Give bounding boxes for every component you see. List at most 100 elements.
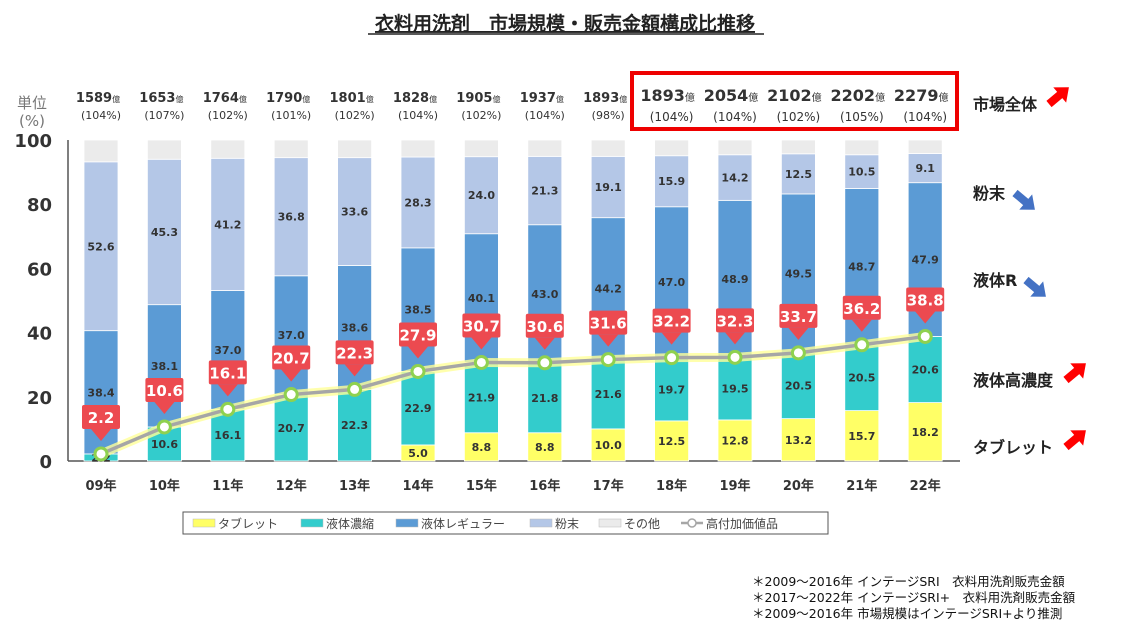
line-callout-box	[779, 303, 818, 328]
bar-segment	[463, 139, 499, 158]
bar-value-label: 12.5	[785, 168, 812, 181]
legend-swatch	[192, 518, 216, 528]
bar-value-label: 8.8	[472, 441, 492, 454]
line-point	[283, 387, 299, 403]
bar-value-label: 24.0	[468, 189, 495, 202]
market-growth-label: (107%)	[144, 109, 184, 122]
bar-segment	[654, 357, 689, 422]
line-value-label: 32.3	[716, 312, 753, 330]
x-tick-label: 14年	[402, 478, 433, 494]
bar-segment	[337, 389, 373, 462]
bar-value-label: 20.6	[912, 364, 939, 377]
line-callout-arrow	[154, 401, 175, 414]
trend-label: 粉末	[973, 184, 1006, 203]
line-value-label: 36.2	[843, 300, 880, 318]
line-point	[854, 337, 870, 353]
bar-value-label: 21.9	[468, 392, 495, 405]
bar-segment	[907, 336, 943, 403]
bar-value-label: 20.5	[848, 372, 875, 385]
bar-value-label: 9.1	[915, 162, 935, 175]
bar-value-label: 5.0	[408, 447, 428, 460]
bar-value-label: 41.2	[214, 218, 241, 231]
line-callout-box	[525, 313, 564, 338]
line-series	[100, 334, 926, 456]
bar-value-label: 12.5	[658, 435, 685, 448]
line-value-label: 16.1	[209, 364, 246, 382]
legend-label: 液体濃縮	[326, 516, 374, 531]
line-callout-box	[906, 287, 945, 312]
bar-value-label: 20.5	[785, 380, 812, 393]
trend-label: 液体高濃度	[973, 371, 1054, 390]
x-tick-label: 18年	[656, 478, 687, 494]
line-value-label: 32.2	[653, 313, 690, 331]
line-callout-box	[652, 308, 691, 333]
market-size-label: 1764億	[203, 91, 247, 106]
market-growth-label: (102%)	[335, 109, 375, 122]
x-tick-label: 15年	[466, 478, 497, 494]
bar-value-label: 21.8	[531, 392, 558, 405]
bar-value-label: 40.1	[468, 292, 495, 305]
line-callout-box	[335, 340, 374, 365]
bar-value-label: 13.2	[785, 434, 812, 447]
line-value-label: 33.7	[780, 308, 817, 326]
y-tick-label: 20	[27, 388, 52, 409]
bar-segment	[781, 139, 816, 155]
line-value-label: 30.6	[526, 318, 563, 336]
legend-swatch	[395, 518, 419, 528]
bar-segment	[83, 161, 119, 332]
line-callout-arrow	[344, 364, 365, 377]
bar-segment	[337, 157, 373, 266]
line-callout-arrow	[851, 319, 872, 332]
bar-value-label: 36.8	[278, 211, 305, 224]
line-point	[156, 419, 172, 435]
bar-value-label: 19.7	[658, 383, 685, 396]
trend-down-arrow-icon	[1023, 276, 1046, 297]
bar-value-label: 52.6	[87, 240, 114, 253]
bar-segment	[907, 402, 943, 462]
line-callout-arrow	[471, 337, 492, 350]
market-growth-label: (98%)	[592, 109, 625, 122]
market-growth-label: (104%)	[713, 110, 757, 124]
bar-value-label: 33.6	[341, 206, 368, 219]
line-callout-arrow	[534, 337, 555, 350]
bar-value-label: 47.9	[912, 254, 939, 267]
bar-segment	[717, 419, 753, 462]
bar-value-label: 49.5	[785, 267, 812, 280]
bar-value-label: 12.8	[721, 434, 748, 447]
y-tick-label: 0	[39, 452, 52, 473]
legend-swatch	[598, 518, 622, 528]
bar-value-label: 28.3	[404, 196, 431, 209]
line-callout-box	[82, 404, 120, 429]
y-axis-label-2: (%)	[19, 112, 45, 130]
bar-value-label: 48.9	[721, 273, 748, 286]
x-tick-label: 13年	[339, 478, 370, 494]
bar-value-label: 37.0	[214, 344, 241, 357]
market-size-label: 1828億	[393, 91, 437, 106]
line-value-label: 38.8	[907, 291, 944, 309]
market-growth-label: (104%)	[525, 109, 565, 122]
bar-value-label: 15.7	[848, 430, 875, 443]
legend-label: 粉末	[555, 517, 579, 531]
market-growth-label: (102%)	[208, 109, 248, 122]
line-callout-arrow	[915, 311, 936, 324]
bar-segment	[590, 139, 626, 157]
line-callout-arrow	[408, 346, 428, 359]
line-point	[664, 350, 680, 366]
market-size-label: 1893億	[583, 91, 627, 106]
bar-segment	[907, 153, 943, 184]
line-value-label: 22.3	[336, 344, 373, 362]
x-tick-label: 11年	[212, 478, 243, 494]
x-tick-label: 16年	[529, 478, 560, 494]
bar-segment	[844, 154, 880, 189]
line-callout-box	[145, 377, 184, 402]
line-callout-box	[208, 360, 247, 385]
market-size-label: 2102億	[767, 86, 822, 105]
footnote: ＊2017～2022年 インテージSRI+ 衣料用洗剤販売金額	[752, 590, 1076, 605]
bar-value-label: 48.7	[848, 261, 875, 274]
bar-segment	[781, 418, 816, 462]
market-size-label: 1801億	[330, 91, 374, 106]
y-axis-label-1: 単位	[17, 94, 47, 112]
bar-value-label: 10.0	[595, 439, 622, 452]
line-point	[347, 381, 363, 397]
line-point	[600, 352, 616, 368]
